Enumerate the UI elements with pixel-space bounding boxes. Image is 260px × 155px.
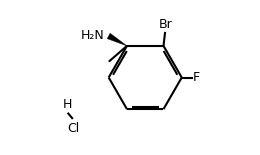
Text: Cl: Cl	[67, 122, 79, 135]
Text: H: H	[63, 98, 72, 111]
Text: H₂N: H₂N	[81, 29, 105, 42]
Text: F: F	[193, 71, 200, 84]
Polygon shape	[107, 33, 127, 46]
Text: Br: Br	[159, 18, 173, 31]
